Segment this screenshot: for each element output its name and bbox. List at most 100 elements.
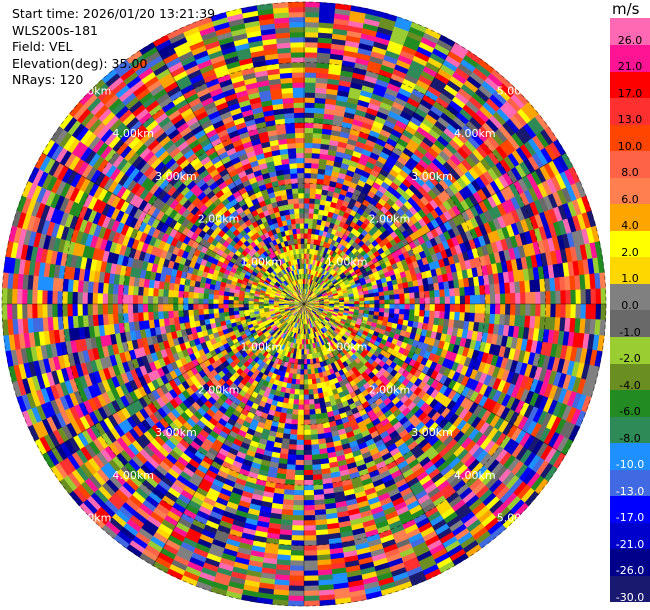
velocity-gate [585,227,596,245]
velocity-gate [468,277,475,288]
velocity-gate [543,465,558,483]
velocity-gate [322,179,331,186]
velocity-gate [303,530,317,536]
velocity-gate [574,410,587,429]
velocity-gate [495,404,507,419]
velocity-gate [446,399,457,412]
velocity-gate [330,201,338,209]
velocity-gate [440,407,451,419]
velocity-gate [449,335,457,346]
velocity-gate [535,460,550,477]
velocity-gate [436,39,454,52]
velocity-gate [326,290,332,294]
velocity-gate [467,136,481,150]
velocity-gate [405,372,415,382]
velocity-gate [346,336,354,343]
velocity-gate [288,570,304,577]
velocity-gate [407,120,421,132]
velocity-gate [472,67,489,82]
velocity-gate [324,221,331,228]
velocity-gate [386,172,397,183]
velocity-gate [537,354,546,369]
velocity-gate [303,454,313,461]
velocity-gate [328,63,343,71]
velocity-gate [322,257,328,264]
velocity-gate [338,322,345,327]
velocity-gate [307,284,310,290]
velocity-gate [308,299,314,303]
velocity-gate [477,395,489,409]
velocity-gate [469,71,486,86]
velocity-gate [289,555,304,561]
velocity-gate [547,329,555,345]
velocity-gate [402,78,417,90]
velocity-gate [488,499,504,515]
velocity-gate [505,370,515,385]
velocity-gate [310,292,315,297]
velocity-gate [303,424,311,431]
velocity-gate [441,273,449,283]
velocity-gate [308,302,315,304]
velocity-gate [501,369,511,383]
velocity-gate [348,260,356,267]
velocity-gate [346,273,353,280]
velocity-gate [454,311,461,321]
velocity-gate [381,96,396,107]
velocity-gate [430,209,440,220]
velocity-gate [343,261,350,268]
velocity-gate [386,82,402,93]
velocity-gate [484,304,491,315]
velocity-gate [501,513,518,530]
velocity-gate [474,312,481,324]
velocity-gate [464,170,476,184]
velocity-gate [304,82,317,88]
velocity-gate [467,498,483,513]
velocity-gate [350,331,357,338]
velocity-gate [367,156,378,166]
velocity-gate [514,233,524,248]
velocity-gate [384,304,390,309]
velocity-gate [393,333,401,341]
velocity-gate [328,306,335,309]
velocity-gate [318,296,324,300]
velocity-gate [543,447,558,465]
velocity-gate [288,439,297,446]
velocity-gate [528,229,538,244]
velocity-gate [536,150,549,167]
velocity-gate [392,26,410,37]
velocity-gate [421,383,431,394]
velocity-gate [494,465,508,481]
velocity-gate [313,239,318,245]
velocity-gate [397,283,404,290]
velocity-gate [334,266,340,273]
velocity-gate [469,304,476,314]
velocity-gate [391,202,401,212]
velocity-gate [439,311,446,320]
velocity-gate [404,73,420,85]
velocity-gate [485,243,495,256]
velocity-gate [428,283,435,292]
velocity-gate [469,368,479,381]
velocity-gate [589,319,596,336]
velocity-gate [476,407,488,421]
velocity-gate [435,332,443,342]
velocity-gate [304,258,307,264]
velocity-gate [356,331,363,338]
velocity-gate [372,88,387,98]
velocity-gate [303,525,316,531]
velocity-gate [309,263,313,270]
velocity-gate [589,273,596,291]
velocity-gate [397,266,405,274]
velocity-gate [317,168,326,175]
velocity-gate [479,294,486,305]
velocity-gate [316,266,321,272]
velocity-gate [413,285,420,293]
velocity-gate [489,304,496,315]
velocity-gate [333,240,340,248]
velocity-gate [426,449,439,462]
velocity-gate [426,376,436,387]
velocity-gate [499,282,506,295]
velocity-gate [530,291,536,305]
velocity-gate [517,108,532,125]
velocity-gate [436,274,444,284]
